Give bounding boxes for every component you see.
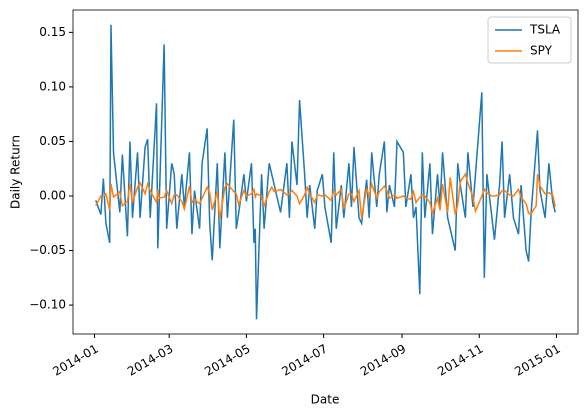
y-axis-label: Daily Return	[9, 135, 23, 209]
x-axis-label: Date	[311, 393, 340, 407]
x-tick-label: 2014-01	[50, 342, 100, 379]
legend-label: SPY	[530, 44, 553, 58]
x-tick-label: 2014-11	[435, 342, 485, 379]
legend-label: TSLA	[529, 23, 561, 37]
series-line	[95, 24, 556, 320]
x-tick-label: 2014-03	[125, 342, 175, 379]
x-tick-label: 2015-01	[512, 342, 562, 379]
y-tick-label: −0.10	[29, 298, 66, 312]
x-tick-label: 2014-07	[279, 342, 329, 379]
x-tick-label: 2014-05	[202, 342, 252, 379]
y-tick-label: 0.15	[39, 25, 66, 39]
plot-frame	[72, 9, 579, 335]
y-tick-label: −0.05	[29, 243, 66, 257]
y-tick-label: 0.10	[39, 79, 66, 93]
series-line	[95, 172, 556, 220]
x-tick-label: 2014-09	[358, 342, 408, 379]
y-tick-label: 0.05	[39, 134, 66, 148]
y-tick-label: 0.00	[39, 189, 66, 203]
